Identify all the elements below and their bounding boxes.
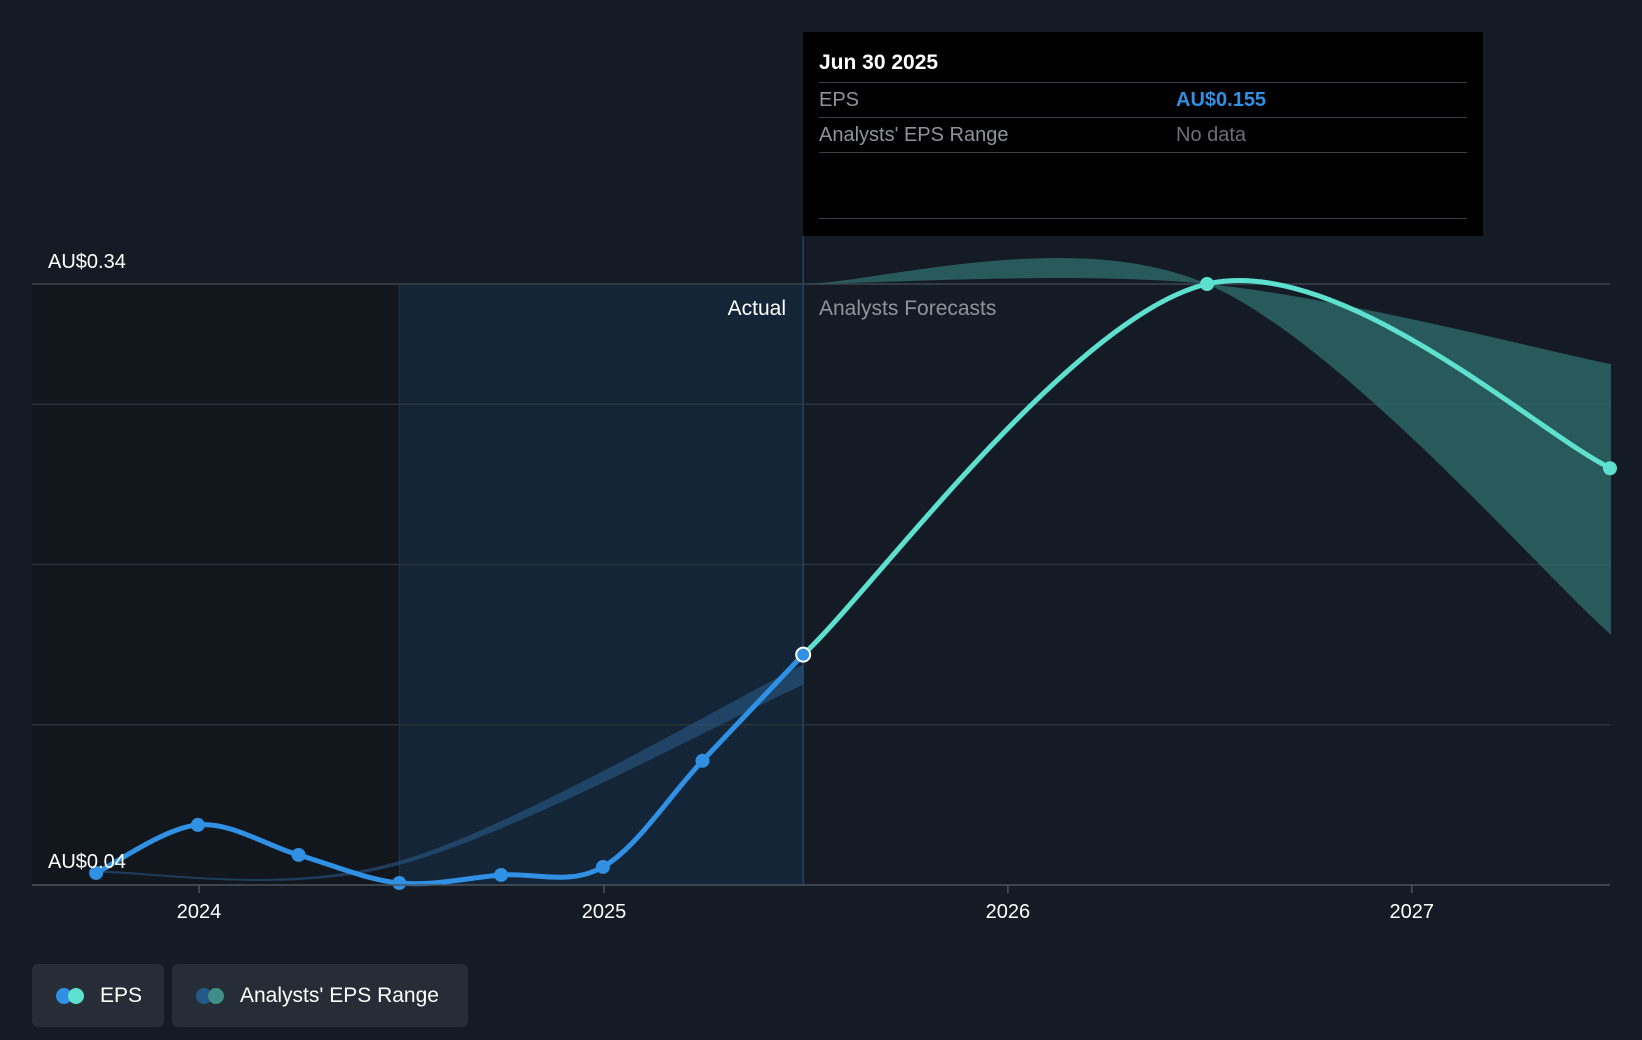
grid-lines <box>32 283 1610 726</box>
y-label-bottom: AU$0.04 <box>48 851 126 873</box>
x-tick-label: 2025 <box>582 901 627 923</box>
highlight-region <box>399 284 804 885</box>
tooltip-eps-label: EPS <box>819 89 860 111</box>
eps-actual-point[interactable] <box>89 865 104 880</box>
past-region <box>32 284 400 885</box>
actual-label: Actual <box>728 297 786 320</box>
x-tick-label: 2027 <box>1390 901 1435 923</box>
eps-actual-point[interactable] <box>190 817 205 832</box>
forecast-label: Analysts Forecasts <box>819 297 996 320</box>
eps-forecast-point[interactable] <box>1603 461 1617 476</box>
tooltip-eps-row: EPS AU$0.155 <box>819 83 1467 118</box>
eps-actual-point[interactable] <box>392 875 407 890</box>
legend-eps[interactable]: EPS <box>32 964 164 1027</box>
analysts-eps-range-band <box>803 258 1611 635</box>
eps-actual-point[interactable] <box>695 753 710 768</box>
legend-eps-label: EPS <box>100 983 143 1007</box>
tooltip-date: Jun 30 2025 <box>819 32 1467 83</box>
legend-analysts-range[interactable]: Analysts' EPS Range <box>172 964 468 1027</box>
eps-points <box>89 277 1617 890</box>
tooltip-range-value: No data <box>1176 124 1247 146</box>
tooltip-divider <box>819 218 1467 219</box>
tooltip: Jun 30 2025 EPS AU$0.155 Analysts' EPS R… <box>803 32 1483 236</box>
tooltip-range-label: Analysts' EPS Range <box>819 124 1009 146</box>
legend-range-label: Analysts' EPS Range <box>240 983 439 1007</box>
eps-actual-point[interactable] <box>595 859 610 874</box>
eps-actual-point[interactable] <box>291 847 306 862</box>
eps-legend-icon <box>56 987 88 1004</box>
eps-forecast-point[interactable] <box>1200 277 1215 291</box>
x-axis-ticks: 2024 2025 2026 2027 <box>177 885 1434 923</box>
x-tick-label: 2024 <box>177 901 222 923</box>
x-tick-label: 2026 <box>986 901 1031 923</box>
y-label-top: AU$0.34 <box>48 251 126 273</box>
eps-actual-point[interactable] <box>494 867 509 882</box>
tooltip-range-row: Analysts' EPS Range No data <box>819 118 1467 153</box>
eps-actual-point[interactable] <box>795 646 812 663</box>
tooltip-eps-value: AU$0.155 <box>1176 89 1267 111</box>
range-legend-icon <box>196 987 228 1004</box>
